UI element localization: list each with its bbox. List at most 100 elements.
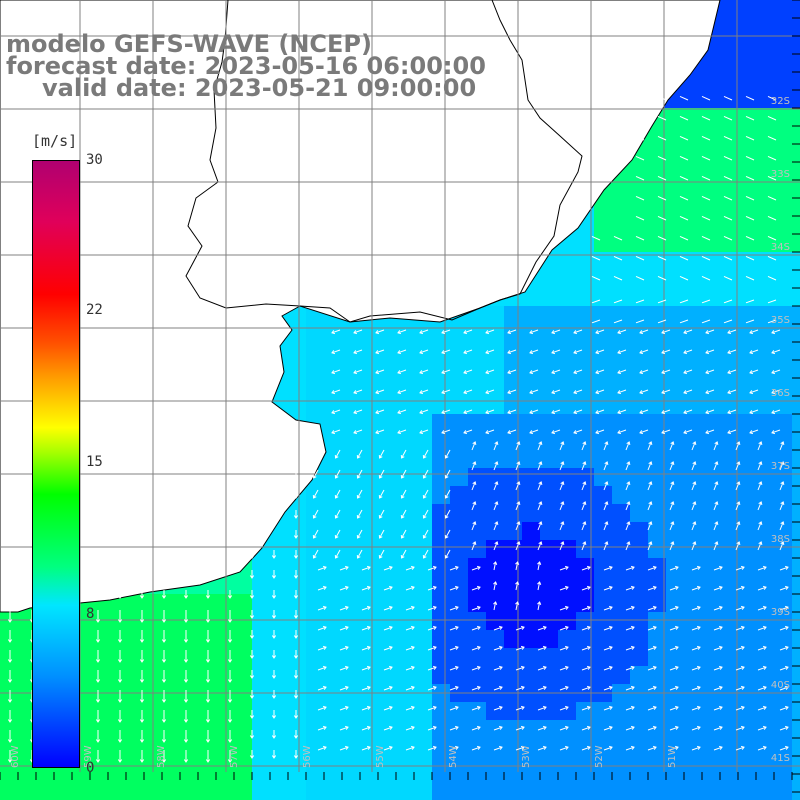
wind-arrow-head [95, 639, 101, 643]
speed-cell [486, 738, 504, 756]
wind-arrow [537, 441, 542, 451]
speed-cell [774, 360, 792, 378]
wind-arrow [559, 441, 564, 451]
speed-cell [612, 504, 630, 522]
speed-cell [738, 162, 756, 180]
wind-arrow [613, 299, 623, 304]
speed-cell [306, 630, 324, 648]
speed-cell [576, 630, 594, 648]
speed-cell [684, 702, 702, 720]
wind-arrow [669, 501, 674, 511]
speed-cell [558, 630, 576, 648]
wind-arrow [779, 586, 789, 591]
speed-cell [468, 594, 486, 612]
wind-arrow-head [608, 685, 613, 690]
wind-arrow-head [227, 679, 233, 683]
wind-arrow-head [397, 430, 402, 435]
speed-cell [612, 540, 630, 558]
longitude-label: 59W [83, 745, 94, 768]
wind-arrow [595, 389, 605, 394]
wind-arrow [735, 706, 745, 711]
wind-arrow-head [485, 390, 490, 395]
wind-arrow-head [740, 745, 745, 750]
wind-arrow [647, 541, 652, 551]
wind-arrow-head [762, 625, 767, 630]
wind-arrow [679, 275, 689, 281]
wind-arrow [485, 389, 495, 394]
wind-arrow-head [608, 745, 613, 750]
wind-arrow-head [494, 541, 499, 546]
wind-arrow-head [551, 390, 556, 395]
speed-cell [576, 432, 594, 450]
speed-cell [720, 378, 738, 396]
speed-cell [288, 630, 306, 648]
speed-cell [540, 720, 558, 738]
wind-arrow-head [560, 481, 565, 486]
wind-arrow [383, 586, 393, 591]
speed-cell [576, 558, 594, 576]
wind-arrow-head [344, 565, 349, 570]
wind-arrow-head [507, 430, 512, 435]
wind-arrow-head [626, 441, 631, 446]
speed-cell [360, 522, 378, 540]
speed-cell [180, 648, 198, 666]
speed-cell [324, 792, 342, 800]
speed-cell [162, 774, 180, 792]
wind-arrow [735, 746, 745, 751]
wind-arrow-head [293, 575, 299, 579]
speed-cell [108, 702, 126, 720]
speed-cell [612, 468, 630, 486]
speed-cell [378, 450, 396, 468]
wind-arrow-head [551, 370, 556, 375]
speed-cell [792, 216, 800, 234]
speed-cell [774, 108, 792, 126]
wind-arrow [537, 626, 547, 631]
wind-arrow [449, 606, 459, 611]
wind-arrow [591, 319, 601, 324]
wind-arrow-head [736, 461, 741, 466]
wind-arrow-head [375, 410, 380, 415]
wind-arrow [723, 155, 733, 161]
speed-cell [558, 522, 576, 540]
speed-cell [414, 792, 432, 800]
speed-cell [612, 576, 630, 594]
latitude-label: 40S [771, 680, 790, 691]
speed-cell [648, 594, 666, 612]
speed-cell [432, 504, 450, 522]
wind-arrow [493, 626, 503, 631]
speed-cell [360, 378, 378, 396]
wind-arrow [515, 581, 519, 591]
wind-arrow-head [718, 585, 723, 590]
speed-cell [558, 756, 576, 774]
wind-arrow [647, 566, 657, 571]
wind-arrow-head [205, 679, 211, 683]
speed-cell [594, 522, 612, 540]
speed-cell [342, 504, 360, 522]
wind-arrow [745, 215, 755, 221]
wind-arrow [603, 461, 608, 471]
wind-arrow-head [762, 745, 767, 750]
wind-arrow [723, 215, 733, 221]
wind-arrow-head [780, 501, 785, 506]
wind-arrow-head [749, 430, 754, 435]
speed-cell [648, 180, 666, 198]
speed-cell [432, 576, 450, 594]
wind-arrow-head [507, 370, 512, 375]
speed-cell [504, 450, 522, 468]
wind-arrow [423, 449, 429, 459]
speed-cell [774, 468, 792, 486]
wind-arrow [529, 349, 539, 354]
wind-arrow [701, 175, 711, 181]
wind-arrow-head [494, 461, 499, 466]
wind-arrow [757, 586, 767, 591]
speed-cell [324, 720, 342, 738]
wind-arrow-head [736, 481, 741, 486]
wind-arrow [449, 726, 459, 731]
speed-cell [756, 360, 774, 378]
speed-cell [450, 360, 468, 378]
speed-cell [738, 774, 756, 792]
colorbar-tick-15: 15 [86, 454, 103, 470]
wind-arrow [335, 509, 341, 519]
wind-arrow-head [366, 565, 371, 570]
